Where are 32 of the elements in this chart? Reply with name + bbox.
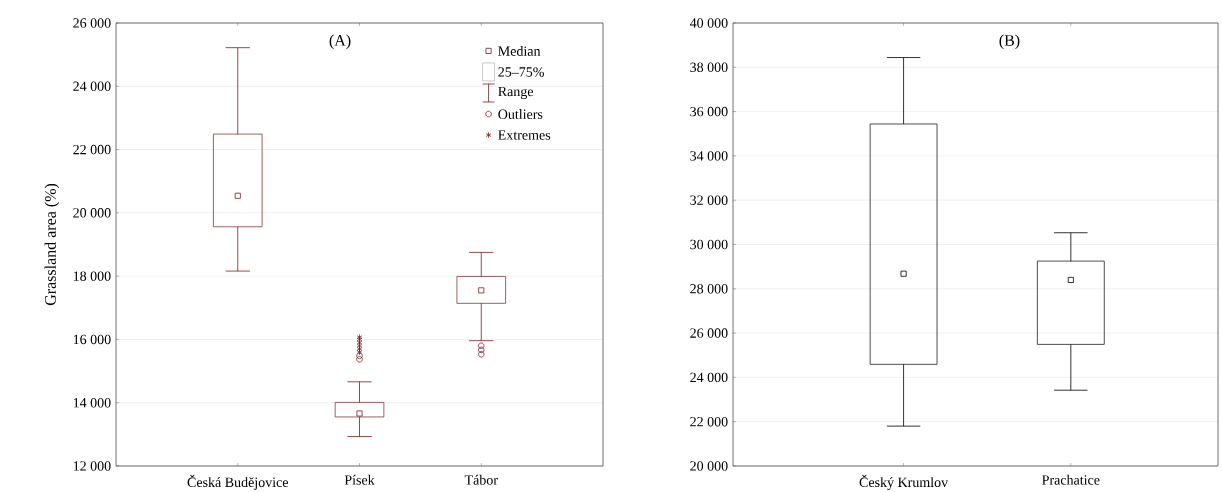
annotation: 25–75% — [498, 67, 544, 77]
x-tick-label: Prachatice — [1042, 474, 1100, 485]
legend-label: Extremes — [498, 130, 551, 140]
text: (A) — [329, 34, 351, 50]
y-tick-label: 34 000 — [690, 151, 728, 161]
y-tick-label: 12 000 — [73, 461, 111, 471]
y-tick-label: 38 000 — [690, 62, 728, 73]
y-tick-label: 24 000 — [73, 81, 111, 92]
legend-label: Outliers — [498, 109, 543, 119]
y-tick-label: 18 000 — [73, 271, 111, 281]
y-tick-label: 30 000 — [690, 239, 728, 250]
y-tick-label: 22 000 — [690, 416, 728, 427]
x-tick-label: Tábor — [464, 474, 498, 485]
y-tick-label: 28 000 — [690, 284, 728, 294]
x-tick-label: Písek — [344, 474, 375, 485]
y-axis-title: Grassland area (%) — [44, 183, 60, 306]
text: (B) — [999, 34, 1020, 50]
y-tick-label: 26 000 — [73, 18, 111, 28]
y-tick-label: 40 000 — [689, 18, 728, 28]
y-tick-label: 32 000 — [690, 195, 728, 205]
y-tick-label: 36 000 — [690, 106, 728, 117]
y-tick-label: 26 000 — [690, 328, 728, 338]
annotation: Range — [498, 86, 534, 100]
x-tick-label: Česká Budějovice — [187, 474, 289, 490]
y-tick-label: 14 000 — [73, 397, 111, 408]
annotation: Median — [498, 45, 541, 56]
y-tick-label: 20 000 — [73, 208, 111, 218]
y-tick-label: 16 000 — [73, 334, 111, 345]
x-tick-label: Český Krumlov — [859, 474, 949, 490]
y-tick-label: 20 000 — [690, 461, 728, 471]
y-tick-label: 22 000 — [73, 144, 111, 155]
y-tick-label: 24 000 — [690, 372, 728, 383]
